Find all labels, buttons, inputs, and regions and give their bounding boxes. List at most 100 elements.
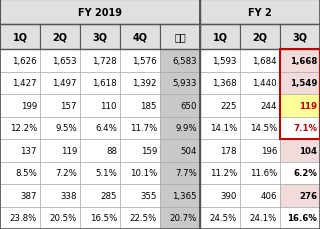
Bar	[160, 139, 200, 162]
Bar	[0, 95, 40, 117]
Text: 1,626: 1,626	[12, 57, 37, 65]
Bar	[240, 117, 280, 139]
Bar	[200, 207, 240, 229]
Text: 1Q: 1Q	[12, 32, 28, 42]
Bar	[160, 95, 200, 117]
Bar	[120, 50, 160, 72]
Bar	[0, 25, 40, 50]
Bar	[120, 117, 160, 139]
Bar	[40, 72, 80, 95]
Bar	[40, 25, 80, 50]
Text: 104: 104	[299, 146, 317, 155]
Text: FY 2: FY 2	[248, 8, 272, 17]
Text: 110: 110	[100, 101, 117, 110]
Text: 2Q: 2Q	[252, 32, 268, 42]
Text: 6.2%: 6.2%	[293, 169, 317, 177]
Text: 7.2%: 7.2%	[55, 169, 77, 177]
Bar	[200, 25, 240, 50]
Text: 355: 355	[140, 191, 157, 200]
Bar	[80, 184, 120, 207]
Text: 20.5%: 20.5%	[50, 213, 77, 222]
Bar	[0, 117, 40, 139]
Text: 23.8%: 23.8%	[10, 213, 37, 222]
Text: 390: 390	[220, 191, 237, 200]
Bar	[160, 72, 200, 95]
Bar	[40, 117, 80, 139]
Bar	[0, 207, 40, 229]
Text: 159: 159	[140, 146, 157, 155]
Text: 119: 119	[299, 101, 317, 110]
Text: 1,593: 1,593	[212, 57, 237, 65]
Text: 1,365: 1,365	[172, 191, 197, 200]
Text: 5.1%: 5.1%	[95, 169, 117, 177]
Bar	[120, 72, 160, 95]
Bar	[240, 139, 280, 162]
Text: 406: 406	[260, 191, 277, 200]
Text: 14.5%: 14.5%	[250, 124, 277, 133]
Text: 10.1%: 10.1%	[130, 169, 157, 177]
Bar	[40, 139, 80, 162]
Text: 7.1%: 7.1%	[293, 124, 317, 133]
Bar	[160, 50, 200, 72]
Bar	[0, 0, 200, 229]
Bar	[200, 184, 240, 207]
Text: 22.5%: 22.5%	[130, 213, 157, 222]
Bar	[280, 207, 320, 229]
Text: 2Q: 2Q	[52, 32, 68, 42]
Bar	[0, 162, 40, 184]
Bar	[40, 95, 80, 117]
Text: 1,618: 1,618	[92, 79, 117, 88]
Bar	[200, 139, 240, 162]
Text: 1,728: 1,728	[92, 57, 117, 65]
Bar	[160, 117, 200, 139]
Bar	[80, 25, 120, 50]
Text: 9.5%: 9.5%	[55, 124, 77, 133]
Bar	[240, 184, 280, 207]
Bar	[200, 162, 240, 184]
Text: 7.7%: 7.7%	[175, 169, 197, 177]
Bar	[120, 184, 160, 207]
Text: 88: 88	[106, 146, 117, 155]
Bar	[200, 95, 240, 117]
Text: 1,427: 1,427	[12, 79, 37, 88]
Text: 1,668: 1,668	[290, 57, 317, 65]
Text: 6,583: 6,583	[172, 57, 197, 65]
Text: 11.7%: 11.7%	[130, 124, 157, 133]
Text: 338: 338	[60, 191, 77, 200]
Bar	[40, 184, 80, 207]
Text: 16.6%: 16.6%	[287, 213, 317, 222]
Bar	[240, 72, 280, 95]
Text: 1,549: 1,549	[290, 79, 317, 88]
Text: 12.2%: 12.2%	[10, 124, 37, 133]
Text: 8.5%: 8.5%	[15, 169, 37, 177]
Bar	[40, 162, 80, 184]
Text: 20.7%: 20.7%	[170, 213, 197, 222]
Bar	[280, 25, 320, 50]
Bar	[0, 0, 200, 25]
Bar	[0, 50, 40, 72]
Text: 3Q: 3Q	[292, 32, 308, 42]
Text: 119: 119	[60, 146, 77, 155]
Bar	[280, 95, 320, 117]
Text: FY 2019: FY 2019	[78, 8, 122, 17]
Bar	[280, 72, 320, 95]
Text: 1,684: 1,684	[252, 57, 277, 65]
Text: 276: 276	[299, 191, 317, 200]
Text: 1,368: 1,368	[212, 79, 237, 88]
Bar	[80, 72, 120, 95]
Text: 650: 650	[180, 101, 197, 110]
Bar	[200, 117, 240, 139]
Bar	[200, 72, 240, 95]
Text: 1,653: 1,653	[52, 57, 77, 65]
Bar	[280, 117, 320, 139]
Bar	[80, 95, 120, 117]
Bar	[240, 95, 280, 117]
Text: 185: 185	[140, 101, 157, 110]
Text: 11.2%: 11.2%	[210, 169, 237, 177]
Text: 387: 387	[20, 191, 37, 200]
Bar	[80, 117, 120, 139]
Bar	[200, 0, 320, 25]
Bar	[40, 207, 80, 229]
Text: 16.5%: 16.5%	[90, 213, 117, 222]
Text: 225: 225	[220, 101, 237, 110]
